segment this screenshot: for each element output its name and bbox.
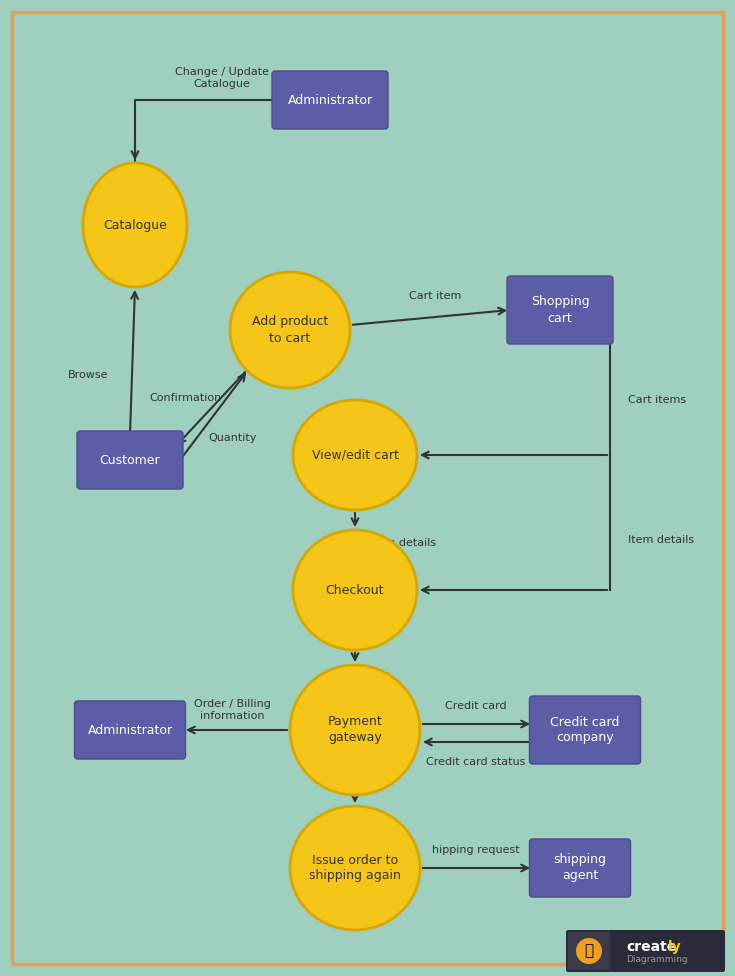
Text: Add product
to cart: Add product to cart [252,315,329,345]
Ellipse shape [293,530,417,650]
Text: create: create [626,940,676,954]
FancyBboxPatch shape [568,932,610,970]
Text: shipping
agent: shipping agent [553,853,606,882]
Text: Credit card status: Credit card status [426,757,526,767]
FancyBboxPatch shape [272,71,388,129]
Text: Checkout: Checkout [326,584,384,596]
Text: Item details: Item details [370,538,436,548]
Text: View/edit cart: View/edit cart [312,449,398,462]
Text: Browse: Browse [68,370,108,380]
Text: Administrator: Administrator [87,723,173,737]
Ellipse shape [83,163,187,287]
FancyBboxPatch shape [566,930,725,972]
Circle shape [576,938,602,964]
FancyBboxPatch shape [74,701,185,759]
Text: Confirmation: Confirmation [150,393,222,403]
Text: 💡: 💡 [584,944,594,958]
Text: Cart item: Cart item [409,291,461,301]
Text: Credit card
company: Credit card company [551,715,620,745]
FancyBboxPatch shape [507,276,613,344]
Text: Credit card: Credit card [445,701,507,711]
Text: ly: ly [668,940,681,954]
Text: hipping request: hipping request [432,845,520,855]
Text: Catalogue: Catalogue [103,219,167,231]
Ellipse shape [290,665,420,795]
FancyBboxPatch shape [77,431,183,489]
Text: Cart items: Cart items [628,395,686,405]
Text: Item details: Item details [628,535,694,545]
Text: Issue order to
shipping again: Issue order to shipping again [309,853,401,882]
Ellipse shape [290,806,420,930]
Text: Order / Billing
information: Order / Billing information [193,699,270,721]
Text: Diagramming: Diagramming [626,956,688,964]
Text: Administrator: Administrator [287,94,373,106]
Text: Change / Update
Catalogue: Change / Update Catalogue [175,67,269,89]
FancyBboxPatch shape [529,839,631,897]
Ellipse shape [230,272,350,388]
FancyBboxPatch shape [529,696,640,764]
Ellipse shape [293,400,417,510]
Text: Quantity: Quantity [209,433,257,443]
Text: Payment
gateway: Payment gateway [328,715,382,745]
Text: Shopping
cart: Shopping cart [531,296,589,324]
Text: Customer: Customer [100,454,160,467]
